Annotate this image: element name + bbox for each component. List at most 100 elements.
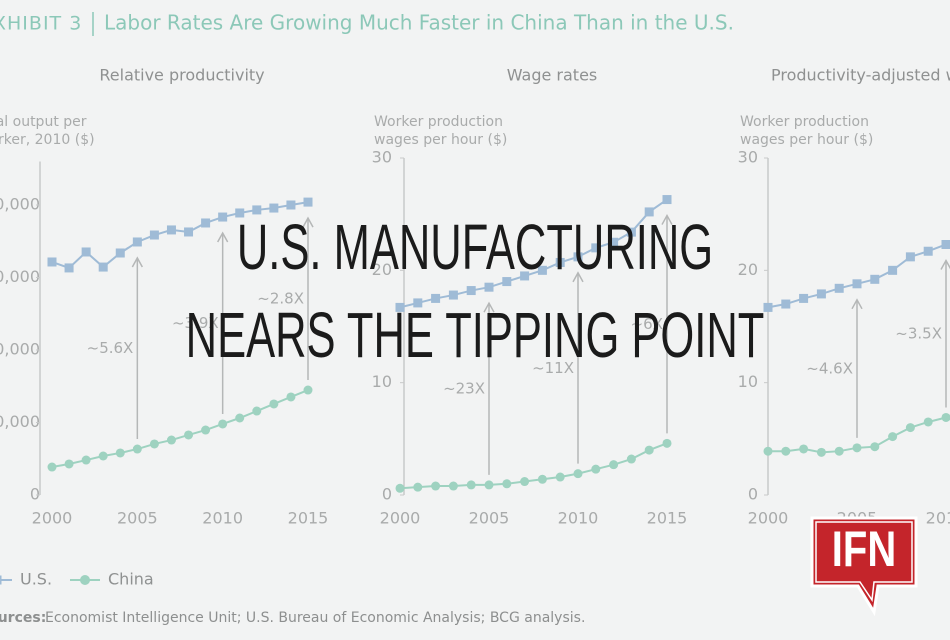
point: [149, 439, 159, 449]
point: [98, 451, 108, 461]
point: [573, 252, 583, 262]
y-tick-label: 10: [738, 372, 758, 391]
point: [941, 412, 950, 422]
point: [64, 263, 74, 273]
annotation: ~23X: [443, 380, 485, 398]
point: [781, 446, 791, 456]
x-tick-label: 2000: [380, 509, 421, 528]
point: [303, 197, 313, 207]
point: [269, 399, 279, 409]
series-line: [768, 415, 950, 454]
point: [81, 247, 91, 257]
series-line: [51, 201, 309, 270]
point: [644, 445, 654, 455]
annotation-arrowhead: [302, 216, 314, 228]
point: [413, 482, 423, 492]
y-tick-label: 50,000: [0, 412, 40, 431]
annotation: ~3.9X: [172, 314, 219, 332]
point: [591, 464, 601, 474]
plot: Relative productivity Real output per work…: [0, 66, 328, 528]
point: [555, 257, 565, 267]
point: [235, 413, 245, 423]
point: [448, 290, 458, 300]
y-axis-title: wages per hour ($): [374, 132, 507, 148]
legend-marker: [0, 575, 2, 585]
series-line: [399, 442, 668, 490]
point: [870, 442, 880, 452]
y-tick-label: 10: [372, 372, 392, 391]
series-line: [51, 389, 309, 468]
point: [799, 444, 809, 454]
sources-label: Sources:: [0, 610, 46, 626]
point: [466, 480, 476, 490]
point: [201, 218, 211, 228]
y-axis-title: worker, 2010 ($): [0, 132, 95, 148]
y-tick-label: 0: [30, 485, 40, 504]
point: [395, 302, 405, 312]
point: [235, 208, 245, 218]
plot: Wage rates Worker production wages per hou…: [372, 66, 688, 528]
exhibit-label: EXHIBIT 3: [0, 13, 82, 35]
point: [431, 293, 441, 303]
legend-marker: [80, 575, 90, 585]
point: [47, 462, 57, 472]
point: [923, 417, 933, 427]
point: [184, 227, 194, 237]
x-tick-label: 2015: [647, 509, 688, 528]
point: [286, 392, 296, 402]
point: [905, 252, 915, 262]
point: [834, 446, 844, 456]
point: [537, 265, 547, 275]
point: [218, 419, 228, 429]
point: [520, 271, 530, 281]
point: [941, 239, 950, 249]
point: [852, 279, 862, 289]
point: [484, 282, 494, 292]
y-tick-label: 30: [738, 148, 758, 167]
sources-text: Economist Intelligence Unit; U.S. Bureau…: [45, 610, 585, 626]
point: [609, 460, 619, 470]
annotation: ~6X: [631, 315, 663, 333]
point: [81, 455, 91, 465]
point: [47, 257, 57, 267]
exhibit-title: Labor Rates Are Growing Much Faster in C…: [104, 11, 734, 35]
point: [555, 472, 565, 482]
y-axis-title: Worker production: [374, 114, 503, 130]
point: [303, 385, 313, 395]
point: [763, 446, 773, 456]
annotation-arrowhead: [572, 271, 584, 283]
point: [166, 435, 176, 445]
point: [626, 227, 636, 237]
point: [537, 474, 547, 484]
y-axis-title: Worker production: [740, 114, 869, 130]
x-tick-label: 2010: [926, 509, 950, 528]
point: [781, 299, 791, 309]
point: [573, 469, 583, 479]
point: [888, 432, 898, 442]
point: [763, 302, 773, 312]
plot: Productivity-adjusted wages Worker produc…: [738, 66, 950, 528]
point: [852, 443, 862, 453]
series-line: [399, 198, 668, 309]
point: [115, 248, 125, 258]
point: [799, 293, 809, 303]
headline-line: U.S. MANUFACTURING: [237, 210, 713, 283]
point: [923, 246, 933, 256]
point: [466, 286, 476, 296]
point: [662, 195, 672, 205]
y-tick-label: 30: [372, 148, 392, 167]
x-tick-label: 2010: [558, 509, 599, 528]
y-tick-label: 100,000: [0, 340, 40, 359]
annotation-arrowhead: [483, 301, 495, 313]
point: [413, 298, 423, 308]
legend-label: U.S.: [20, 570, 52, 589]
y-tick-label: 150,000: [0, 267, 40, 286]
annotation: ~4.6X: [806, 359, 853, 377]
point: [132, 237, 142, 247]
annotation: ~3.5X: [895, 324, 942, 342]
annotation-arrowhead: [940, 258, 950, 270]
annotation: ~11X: [532, 359, 574, 377]
x-tick-label: 2005: [117, 509, 158, 528]
x-tick-label: 2010: [202, 509, 243, 528]
point: [115, 448, 125, 458]
